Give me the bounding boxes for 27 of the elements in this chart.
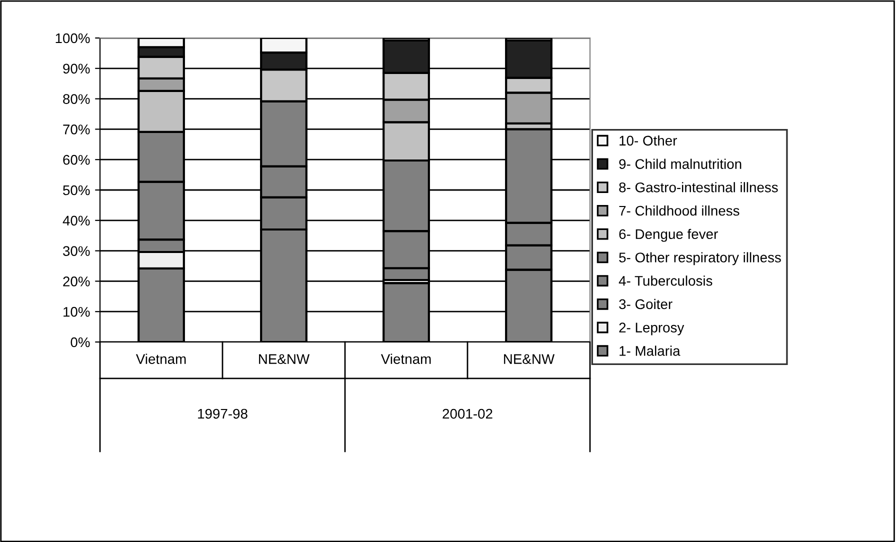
legend-label: 4- Tuberculosis [618, 276, 712, 286]
x-tick-label: Vietnam [136, 354, 186, 364]
legend-label: 6- Dengue fever [619, 228, 718, 242]
text: 2001-02 [442, 408, 492, 419]
y-tick-label: 50% [63, 185, 90, 196]
legend-label: 1- Malaria [620, 346, 680, 356]
legend-label: 3- Goiter [619, 298, 672, 310]
x-tick-label: NE&NW [259, 354, 310, 364]
legend-label: 7- Childhood illness [619, 205, 740, 216]
legend-label: 9- Child malnutrition [619, 158, 742, 169]
y-tick-label: 0% [70, 337, 90, 348]
text: 1997-98 [198, 408, 248, 419]
x-tick-label: Vietnam [380, 354, 431, 364]
y-tick-label: 20% [63, 276, 90, 286]
x-tick-label: NE&NW [504, 354, 555, 364]
y-tick-label: 100% [56, 33, 90, 44]
legend-label: 5- Other respiratory illness [619, 252, 781, 266]
y-tick-label: 80% [63, 94, 90, 104]
legend-label: 2- Leprosy [619, 322, 684, 336]
y-tick-label: 60% [63, 154, 90, 165]
y-tick-label: 90% [63, 64, 90, 74]
y-tick-label: 10% [64, 306, 90, 317]
y-tick-label: 40% [62, 216, 90, 226]
y-tick-label: 70% [63, 124, 90, 134]
legend-label: 8- Gastro-intestinal illness [619, 182, 778, 192]
legend-label: 10- Other [620, 135, 677, 146]
y-tick-label: 30% [63, 246, 90, 256]
